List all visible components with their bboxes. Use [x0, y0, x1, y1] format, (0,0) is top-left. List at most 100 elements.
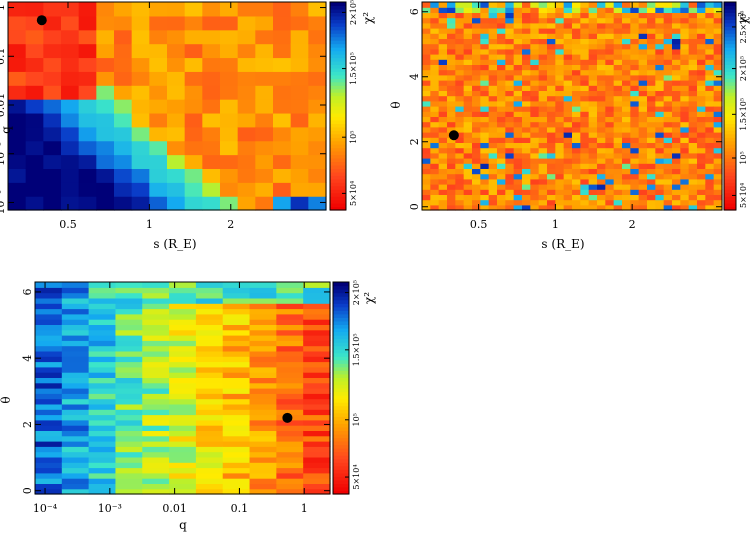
- heatmap-cell: [672, 33, 681, 39]
- heatmap-cell: [25, 2, 44, 17]
- heatmap-cell: [61, 472, 90, 479]
- heatmap-cell: [8, 140, 27, 156]
- heatmap-cell: [638, 184, 648, 190]
- heatmap-cell: [555, 111, 565, 117]
- heatmap-cell: [88, 308, 117, 315]
- heatmap-cell: [447, 80, 456, 86]
- heatmap-cell: [638, 178, 648, 185]
- heatmap-cell: [580, 22, 590, 29]
- heatmap-cell: [522, 111, 531, 117]
- heatmap-cell: [622, 48, 631, 55]
- heatmap-cell: [237, 154, 256, 169]
- heatmap-cell: [169, 329, 197, 336]
- heatmap-cell: [672, 38, 681, 45]
- heatmap-cell: [480, 38, 490, 45]
- heatmap-cell: [613, 7, 623, 13]
- heatmap-cell: [538, 147, 548, 154]
- heatmap-cell: [447, 116, 456, 123]
- heatmap-cell: [195, 313, 224, 320]
- heatmap-cell: [505, 59, 515, 65]
- y-tick-label: 4: [21, 355, 34, 362]
- heatmap-cell: [222, 282, 251, 288]
- heatmap-cell: [522, 28, 531, 34]
- colorbar-segment: [330, 192, 346, 197]
- colorbar-tick-label: 10⁵: [352, 413, 361, 426]
- heatmap-cell: [555, 184, 565, 190]
- heatmap-cell: [688, 106, 698, 112]
- heatmap-cell: [96, 29, 115, 45]
- heatmap-cell: [169, 456, 197, 463]
- colorbar-segment: [333, 292, 349, 297]
- heatmap-cell: [430, 85, 440, 91]
- heatmap-cell: [61, 483, 90, 490]
- heatmap-cell: [43, 57, 62, 72]
- heatmap-cell: [249, 382, 277, 389]
- heatmap-cell: [463, 173, 473, 180]
- heatmap-cell: [513, 184, 523, 190]
- heatmap-cell: [563, 178, 573, 185]
- heatmap-cell: [638, 100, 648, 107]
- heatmap-cell: [276, 313, 304, 320]
- heatmap-cell: [61, 112, 80, 128]
- heatmap-cell: [622, 158, 631, 164]
- heatmap-cell: [142, 282, 170, 288]
- heatmap-cell: [647, 126, 656, 133]
- heatmap-cell: [430, 64, 440, 71]
- heatmap-cell: [35, 335, 63, 341]
- heatmap-cell: [713, 111, 723, 117]
- colorbar-segment: [333, 451, 349, 456]
- heatmap-cell: [303, 292, 331, 299]
- heatmap-cell: [622, 54, 631, 60]
- heatmap-cell: [597, 28, 606, 34]
- colorbar-segment: [724, 60, 736, 65]
- heatmap-cell: [276, 340, 304, 347]
- heatmap-cell: [688, 158, 698, 164]
- heatmap-cell: [430, 152, 440, 159]
- heatmap-cell: [655, 7, 665, 13]
- heatmap-cell: [613, 168, 623, 175]
- colorbar-segment: [333, 373, 349, 378]
- heatmap-cell: [697, 33, 706, 39]
- x-axis-label: s (R_E): [153, 237, 196, 251]
- heatmap-cell: [472, 59, 481, 65]
- heatmap-cell: [88, 356, 117, 363]
- heatmap-cell: [202, 85, 221, 100]
- heatmap-cell: [195, 287, 224, 294]
- colorbar-segment: [330, 19, 346, 24]
- heatmap-cell: [638, 163, 648, 169]
- heatmap-cell: [538, 80, 548, 86]
- heatmap-cell: [195, 282, 224, 288]
- heatmap-cell: [472, 199, 481, 206]
- heatmap-cell: [488, 95, 498, 102]
- heatmap-cell: [672, 137, 681, 143]
- heatmap-cell: [497, 100, 506, 107]
- heatmap-cell: [131, 168, 150, 183]
- heatmap-cell: [597, 100, 606, 107]
- heatmap-cell: [672, 12, 681, 19]
- heatmap-cell: [605, 204, 615, 211]
- heatmap-cell: [663, 69, 673, 76]
- heatmap-cell: [613, 116, 623, 123]
- heatmap-cell: [78, 43, 97, 59]
- heatmap-cell: [249, 430, 277, 437]
- heatmap-cell: [705, 158, 715, 164]
- heatmap-cell: [115, 297, 143, 304]
- heatmap-cell: [638, 7, 648, 13]
- heatmap-cell: [522, 116, 531, 123]
- panel-3: 10⁻⁴ 10⁻³ 0.01 0.1 10246qθ5×10⁴10⁵1.5×10⁵2×1…: [0, 280, 376, 532]
- heatmap-cell: [605, 22, 615, 29]
- heatmap-cell: [597, 142, 606, 149]
- heatmap-cell: [630, 43, 640, 50]
- heatmap-cell: [142, 313, 170, 320]
- heatmap-cell: [222, 409, 251, 416]
- heatmap-cell: [705, 199, 715, 206]
- heatmap-cell: [303, 350, 331, 357]
- colorbar-segment: [333, 405, 349, 410]
- heatmap-cell: [430, 111, 440, 117]
- heatmap-cell: [538, 17, 548, 24]
- heatmap-cell: [713, 106, 723, 112]
- heatmap-cell: [655, 132, 665, 138]
- heatmap-cell: [88, 478, 117, 484]
- heatmap-cell: [422, 194, 431, 201]
- heatmap-cell: [572, 121, 581, 128]
